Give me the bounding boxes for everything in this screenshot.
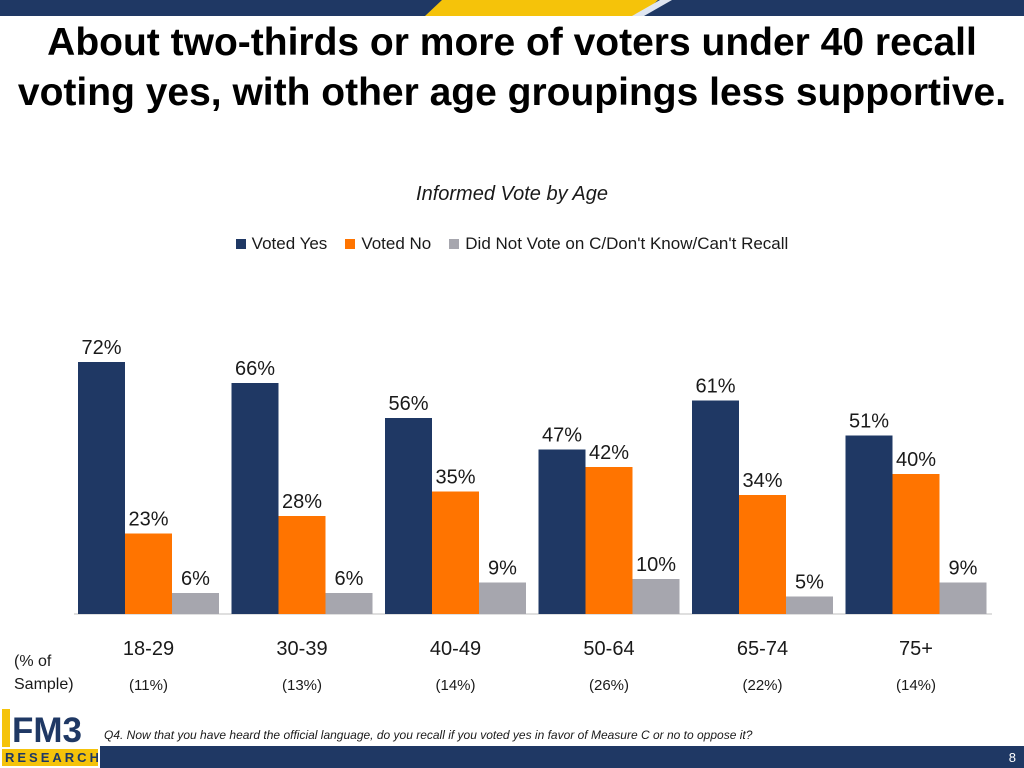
bar-did-not-vote-on-c-don-t-know-can-t-recall-50-64 bbox=[632, 579, 680, 614]
legend-label-voted-no: Voted No bbox=[361, 234, 432, 253]
bottom-bar: 8 bbox=[100, 746, 1024, 768]
bar-chart: 72% 23% 6% 18-29 (11%) 66% 28% 6% 30-39 (13%) 56% 3… bbox=[74, 337, 992, 694]
sample-share-65-74: (22%) bbox=[742, 677, 782, 694]
category-label-50-64: 50-64 bbox=[583, 638, 634, 660]
bar-voted-no-40-49 bbox=[432, 491, 479, 614]
chart-legend: Voted Yes Voted No Did Not Vote on C/Don… bbox=[0, 234, 1024, 254]
data-label-did-not-vote-on-c-don-t-know-can-t-recall-40-49: 9% bbox=[488, 558, 517, 580]
data-label-voted-no-18-29: 23% bbox=[128, 509, 168, 531]
legend-swatch-did-not-vote bbox=[449, 239, 460, 249]
bar-voted-no-18-29 bbox=[125, 533, 172, 614]
legend-label-did-not-vote: Did Not Vote on C/Don't Know/Can't Recal… bbox=[465, 234, 789, 253]
category-label-18-29: 18-29 bbox=[123, 638, 174, 660]
bar-voted-yes-40-49 bbox=[385, 418, 432, 614]
bar-voted-yes-50-64 bbox=[538, 449, 586, 614]
sample-label-line2: Sample) bbox=[14, 676, 74, 693]
chart-title: Informed Vote by Age bbox=[416, 183, 608, 205]
legend-item-voted-no: Voted No bbox=[345, 234, 431, 254]
category-label-30-39: 30-39 bbox=[276, 638, 327, 660]
slide-title: About two-thirds or more of voters under… bbox=[17, 21, 1007, 114]
data-label-voted-yes-30-39: 66% bbox=[235, 358, 275, 380]
top-decorative-band bbox=[0, 0, 1024, 16]
bar-voted-no-50-64 bbox=[585, 467, 633, 614]
legend-swatch-voted-yes bbox=[235, 239, 246, 249]
data-label-voted-no-65-74: 34% bbox=[742, 470, 782, 492]
page-number: 8 bbox=[1008, 750, 1016, 765]
category-label-40-49: 40-49 bbox=[430, 638, 481, 660]
bar-voted-no-65-74 bbox=[739, 495, 786, 614]
bar-voted-no-75 bbox=[892, 474, 940, 614]
data-label-did-not-vote-on-c-don-t-know-can-t-recall-18-29: 6% bbox=[181, 568, 210, 590]
bar-did-not-vote-on-c-don-t-know-can-t-recall-75 bbox=[939, 582, 987, 614]
data-label-voted-no-40-49: 35% bbox=[435, 467, 475, 489]
data-label-voted-yes-65-74: 61% bbox=[695, 376, 735, 398]
data-label-voted-yes-18-29: 72% bbox=[81, 337, 121, 359]
data-label-voted-yes-40-49: 56% bbox=[388, 393, 428, 415]
sample-share-30-39: (13%) bbox=[282, 677, 322, 694]
legend-item-voted-yes: Voted Yes bbox=[235, 234, 328, 254]
data-label-did-not-vote-on-c-don-t-know-can-t-recall-75: 9% bbox=[949, 558, 978, 580]
category-label-65-74: 65-74 bbox=[737, 638, 788, 660]
bar-did-not-vote-on-c-don-t-know-can-t-recall-18-29 bbox=[172, 593, 219, 614]
data-label-voted-no-75: 40% bbox=[896, 449, 936, 471]
sample-share-18-29: (11%) bbox=[129, 677, 168, 694]
category-label-75: 75+ bbox=[899, 638, 933, 660]
sample-share-50-64: (26%) bbox=[589, 677, 629, 694]
survey-question-footnote: Q4. Now that you have heard the official… bbox=[104, 728, 753, 742]
fm3-research-logo: FM3 RESEARCH bbox=[2, 709, 98, 766]
sample-label-line1: (% of bbox=[14, 653, 52, 670]
data-label-voted-yes-75: 51% bbox=[849, 411, 889, 433]
data-label-voted-yes-50-64: 47% bbox=[542, 425, 582, 447]
bar-voted-yes-65-74 bbox=[692, 400, 739, 614]
sample-share-40-49: (14%) bbox=[435, 677, 475, 694]
data-label-did-not-vote-on-c-don-t-know-can-t-recall-30-39: 6% bbox=[335, 568, 364, 590]
bar-voted-yes-30-39 bbox=[231, 383, 279, 614]
svg-text:RESEARCH: RESEARCH bbox=[5, 750, 98, 765]
bar-did-not-vote-on-c-don-t-know-can-t-recall-65-74 bbox=[786, 596, 833, 614]
data-label-did-not-vote-on-c-don-t-know-can-t-recall-50-64: 10% bbox=[636, 554, 676, 576]
sample-share-75: (14%) bbox=[896, 677, 936, 694]
bar-did-not-vote-on-c-don-t-know-can-t-recall-30-39 bbox=[325, 593, 373, 614]
bar-did-not-vote-on-c-don-t-know-can-t-recall-40-49 bbox=[479, 582, 526, 614]
legend-label-voted-yes: Voted Yes bbox=[251, 234, 328, 253]
svg-text:FM3: FM3 bbox=[12, 711, 82, 750]
data-label-voted-no-50-64: 42% bbox=[589, 442, 629, 464]
bar-voted-yes-75 bbox=[845, 435, 893, 614]
bar-voted-no-30-39 bbox=[278, 516, 326, 614]
sample-axis-label: (% of Sample) bbox=[14, 650, 74, 696]
data-label-did-not-vote-on-c-don-t-know-can-t-recall-65-74: 5% bbox=[795, 572, 824, 594]
legend-swatch-voted-no bbox=[345, 239, 356, 249]
legend-item-did-not-vote: Did Not Vote on C/Don't Know/Can't Recal… bbox=[449, 234, 788, 254]
bar-voted-yes-18-29 bbox=[78, 362, 125, 614]
data-label-voted-no-30-39: 28% bbox=[282, 491, 322, 513]
